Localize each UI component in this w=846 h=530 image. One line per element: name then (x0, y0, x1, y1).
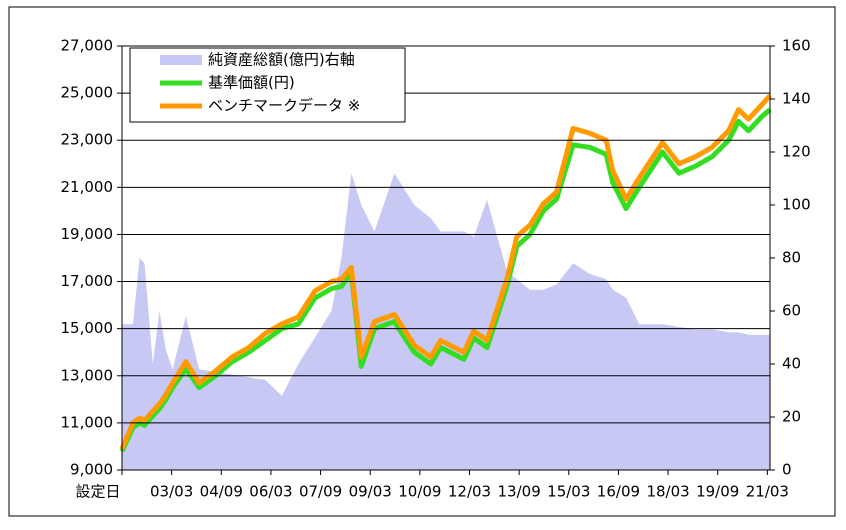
legend-swatch (160, 55, 202, 65)
x-tick-label: 16/09 (597, 483, 640, 501)
x-tick-label: 03/03 (150, 483, 193, 501)
y2-tick-label: 120 (782, 143, 811, 161)
y-tick-label: 17,000 (61, 272, 114, 290)
y2-tick-label: 20 (782, 408, 801, 426)
y-tick-label: 9,000 (70, 461, 113, 479)
net-assets-area (122, 173, 770, 470)
y-tick-label: 15,000 (61, 319, 114, 337)
y-tick-label: 23,000 (61, 131, 114, 149)
y-tick-label: 21,000 (61, 178, 114, 196)
x-tick-label: 06/03 (249, 483, 292, 501)
x-tick-label: 18/03 (646, 483, 689, 501)
legend-label: ベンチマークデータ ※ (208, 97, 360, 115)
y-tick-label: 27,000 (61, 37, 114, 55)
y-tick-label: 25,000 (61, 84, 114, 102)
series-line (119, 93, 772, 450)
legend-label: 純資産総額(億円)右軸 (208, 51, 355, 69)
x-tick-label: 07/09 (299, 483, 342, 501)
x-tick-label: 04/09 (200, 483, 243, 501)
y2-tick-label: 0 (782, 461, 792, 479)
y-tick-label: 19,000 (61, 225, 114, 243)
x-tick-label: 10/09 (398, 483, 441, 501)
y2-tick-label: 140 (782, 90, 811, 108)
x-tick-label: 21/03 (746, 483, 789, 501)
x-tick-label: 12/03 (448, 483, 491, 501)
y2-tick-label: 60 (782, 302, 801, 320)
y2-tick-label: 40 (782, 355, 801, 373)
y-tick-label: 11,000 (61, 413, 114, 431)
y2-tick-label: 100 (782, 196, 811, 214)
series-line (119, 107, 772, 453)
plot-layer (119, 93, 772, 470)
y2-tick-label: 160 (782, 37, 811, 55)
y2-tick-label: 80 (782, 249, 801, 267)
x-tick-label: 設定日 (75, 483, 120, 501)
x-tick-label: 19/09 (696, 483, 739, 501)
x-tick-label: 13/09 (498, 483, 541, 501)
x-tick-label: 15/03 (547, 483, 590, 501)
x-tick-label: 09/03 (349, 483, 392, 501)
y-tick-label: 13,000 (61, 366, 114, 384)
legend-label: 基準価額(円) (208, 74, 295, 92)
